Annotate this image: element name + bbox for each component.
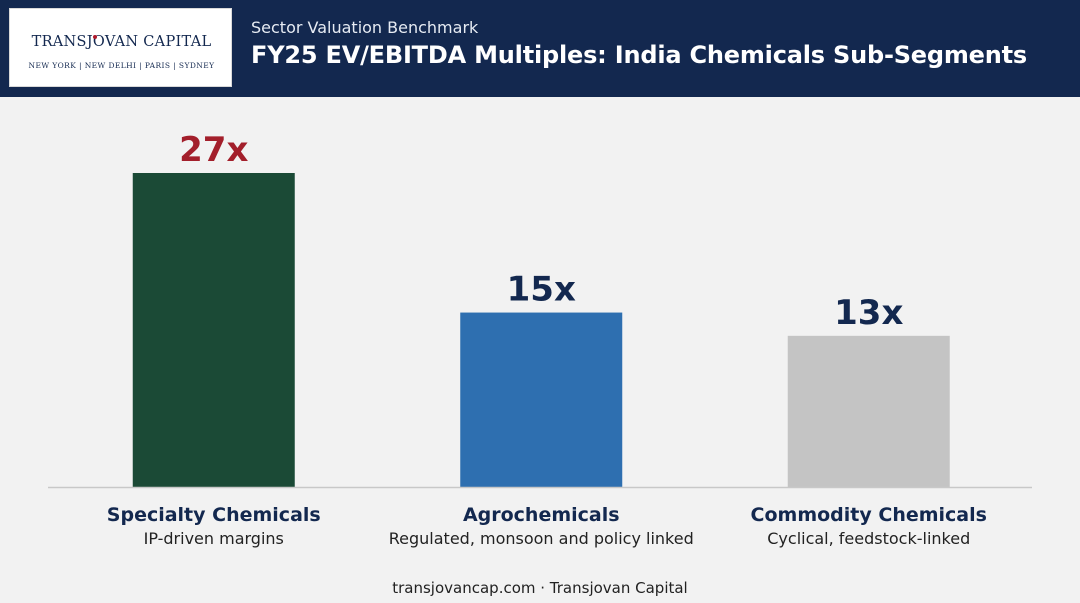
x-tick-sublabel: Cyclical, feedstock-linked	[767, 529, 970, 548]
logo-dot-icon	[93, 35, 97, 39]
x-tick-label: Specialty Chemicals	[107, 504, 321, 526]
bar	[132, 173, 295, 487]
company-logo: TRANSJOVAN CAPITAL NEW YORK | NEW DELHI …	[9, 8, 232, 87]
bar	[460, 312, 623, 487]
logo-cities: NEW YORK | NEW DELHI | PARIS | SYDNEY	[28, 61, 215, 70]
chart-kicker: Sector Valuation Benchmark	[251, 18, 479, 37]
data-label: 27x	[179, 130, 248, 170]
bar-chart: 27x Specialty Chemicals IP-driven margins 1…	[48, 130, 1032, 548]
data-label: 13x	[834, 293, 903, 333]
x-tick-sublabel: IP-driven margins	[144, 529, 284, 548]
chart-title: FY25 EV/EBITDA Multiples: India Chemical…	[251, 41, 1027, 69]
logo-name: TRANSJOVAN CAPITAL	[31, 34, 212, 50]
x-tick-label: Commodity Chemicals	[751, 504, 987, 526]
x-tick-sublabel: Regulated, monsoon and policy linked	[389, 529, 694, 548]
x-tick-label: Agrochemicals	[463, 504, 620, 526]
data-label: 15x	[507, 270, 576, 310]
header-banner: TRANSJOVAN CAPITAL NEW YORK | NEW DELHI …	[0, 0, 1080, 97]
bar	[787, 335, 950, 487]
footer-source: transjovancap.com · Transjovan Capital	[392, 579, 688, 597]
